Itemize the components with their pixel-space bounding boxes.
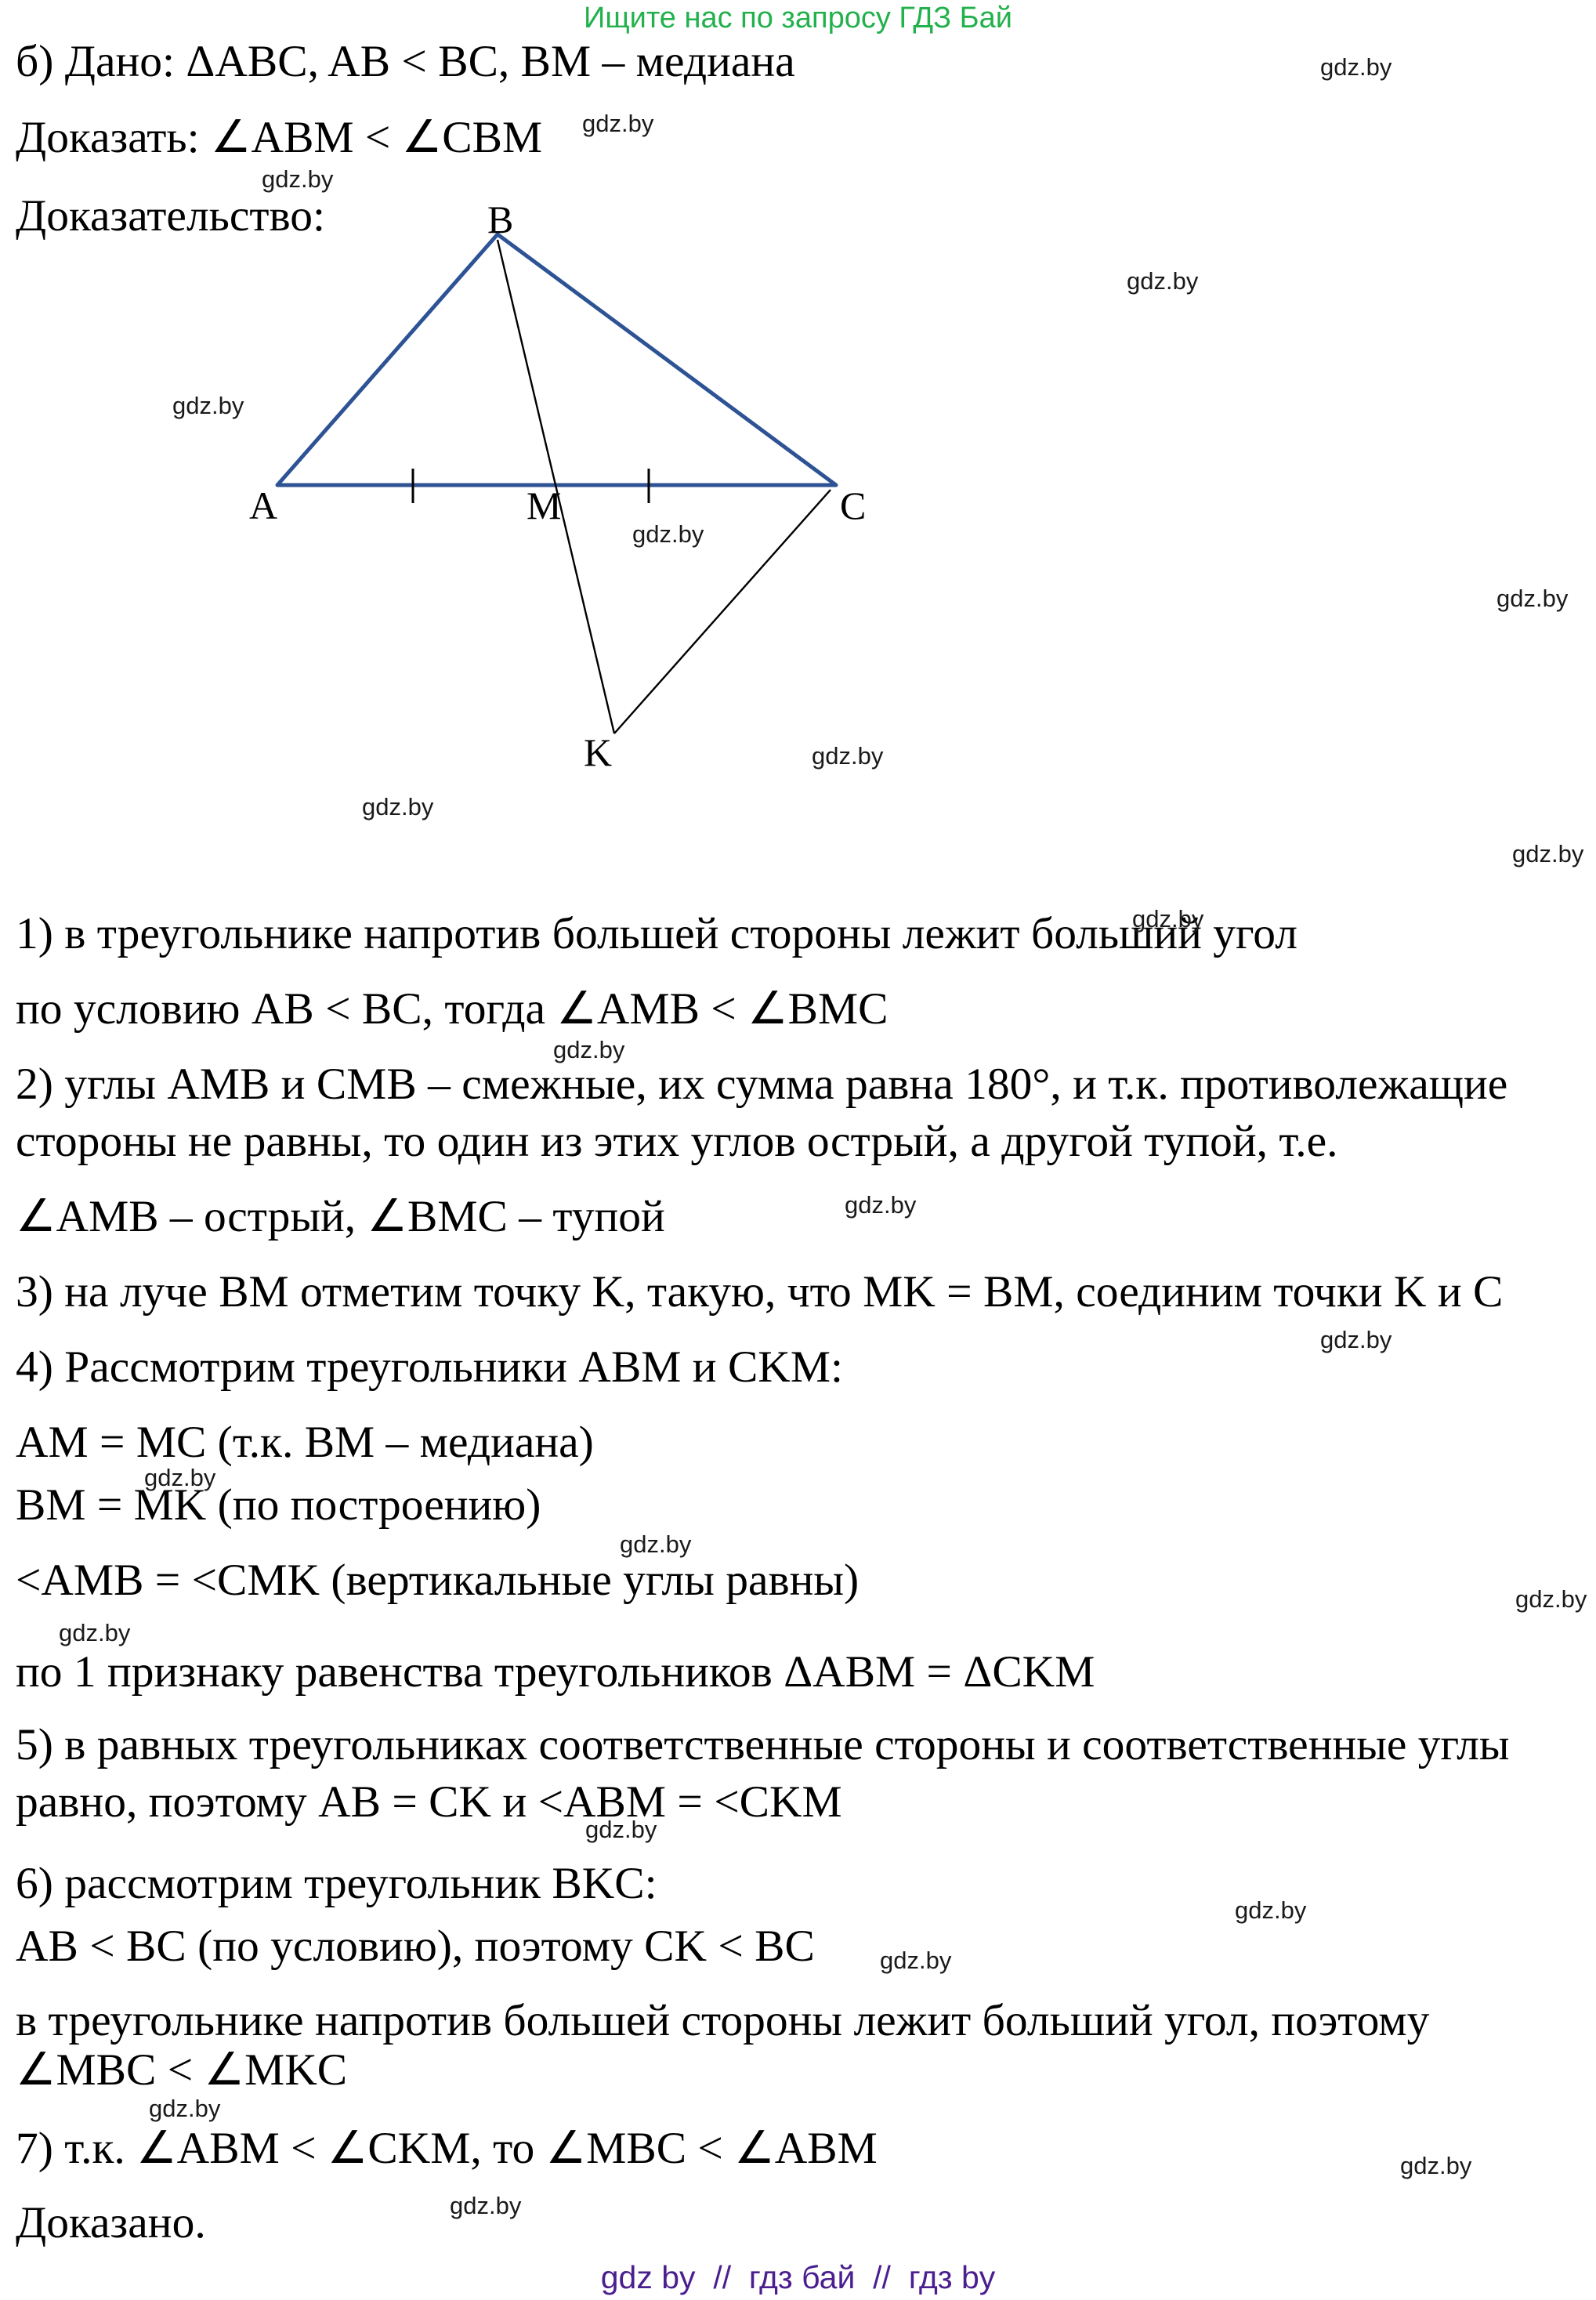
svg-text:B: B (487, 197, 513, 241)
svg-text:C: C (840, 484, 866, 527)
svg-text:A: A (249, 484, 277, 527)
svg-text:M: M (527, 484, 561, 527)
svg-text:K: K (584, 730, 612, 774)
